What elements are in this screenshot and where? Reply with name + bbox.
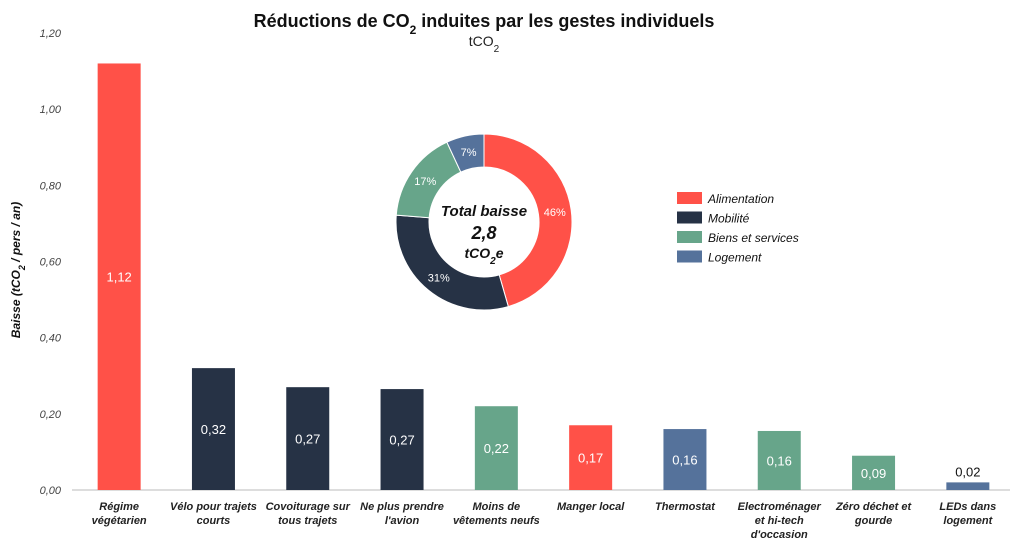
y-axis-ticks: 0,00 0,20 0,40 0,60 0,80 1,00 1,20	[40, 28, 62, 497]
chart-subtitle: tCO2	[469, 33, 500, 55]
legend-label: Biens et services	[708, 231, 799, 245]
x-category-label: Covoiturage sur tous trajets	[266, 501, 351, 527]
x-category-label: Régime végétarien	[92, 501, 147, 527]
bar-series: 1,12 0,32 0,27 0,27 0,22 0,17 0,16 0,16 0,09 0,02	[97, 63, 990, 490]
legend: Alimentation Mobilité Biens et services Log…	[677, 192, 799, 265]
donut-slice-label: 17%	[414, 176, 436, 188]
bar-value-label: 0,17	[578, 451, 603, 466]
bar-value-label: 0,16	[672, 453, 697, 468]
y-tick-label: 0,60	[40, 257, 62, 269]
bar	[569, 425, 613, 490]
bar-value-label: 0,02	[955, 464, 980, 479]
bar-value-label: 1,12	[106, 270, 131, 285]
bar	[191, 368, 235, 490]
y-tick-label: 0,40	[40, 333, 62, 345]
donut-center-value: 2,8	[470, 223, 496, 243]
chart-title: Réductions de CO2 induites par les geste…	[254, 11, 715, 37]
bar-value-label: 0,27	[295, 432, 320, 447]
donut-chart: 46% 31% 17% 7%	[395, 133, 573, 311]
x-category-label: Zéro déchet et gourde	[835, 501, 913, 527]
y-tick-label: 1,20	[40, 28, 62, 40]
x-category-label: Electroménager et hi-tech d'occasion	[738, 501, 822, 541]
x-category-label: LEDs dans logement	[939, 501, 996, 527]
donut-slice-label: 31%	[428, 272, 450, 284]
y-tick-label: 0,00	[40, 485, 62, 497]
donut-center-unit: tCO2e	[464, 245, 503, 267]
bar-value-label: 0,09	[861, 466, 886, 481]
x-category-label: Ne plus prendre l'avion	[360, 501, 444, 527]
bar-value-label: 0,32	[201, 422, 226, 437]
bar	[852, 455, 896, 490]
x-category-label: Moins de vêtements neufs	[453, 501, 540, 527]
donut-slice	[446, 133, 485, 173]
bar	[946, 482, 990, 490]
bar-value-label: 0,16	[767, 453, 792, 468]
donut-slice-label: 7%	[461, 147, 477, 159]
y-tick-label: 0,80	[40, 180, 62, 192]
y-tick-label: 0,20	[40, 409, 62, 421]
legend-swatch	[677, 231, 702, 243]
y-axis-label: Baisse (tCO2 / pers / an)	[9, 202, 27, 338]
donut-center-label: Total baisse	[441, 203, 527, 220]
bar-value-label: 0,27	[389, 433, 414, 448]
legend-swatch	[677, 250, 702, 263]
legend-swatch	[677, 192, 702, 204]
y-tick-label: 1,00	[40, 104, 62, 116]
x-axis-categories: Régime végétarien Vélo pour trajets courts C…	[92, 501, 997, 541]
legend-label: Mobilité	[708, 212, 750, 226]
donut-slice-label: 46%	[544, 207, 566, 219]
legend-label: Logement	[708, 251, 762, 265]
x-category-label: Vélo pour trajets courts	[170, 501, 257, 527]
donut-slice	[483, 133, 573, 308]
x-category-label: Manger local	[557, 501, 625, 513]
legend-label: Alimentation	[707, 192, 774, 206]
bar	[380, 389, 424, 490]
bar-value-label: 0,22	[484, 441, 509, 456]
bar	[286, 387, 330, 490]
x-category-label: Thermostat	[655, 501, 716, 513]
bar	[474, 406, 518, 490]
bar	[97, 63, 141, 490]
legend-swatch	[677, 211, 702, 224]
bar	[757, 430, 801, 490]
bar	[663, 429, 707, 490]
